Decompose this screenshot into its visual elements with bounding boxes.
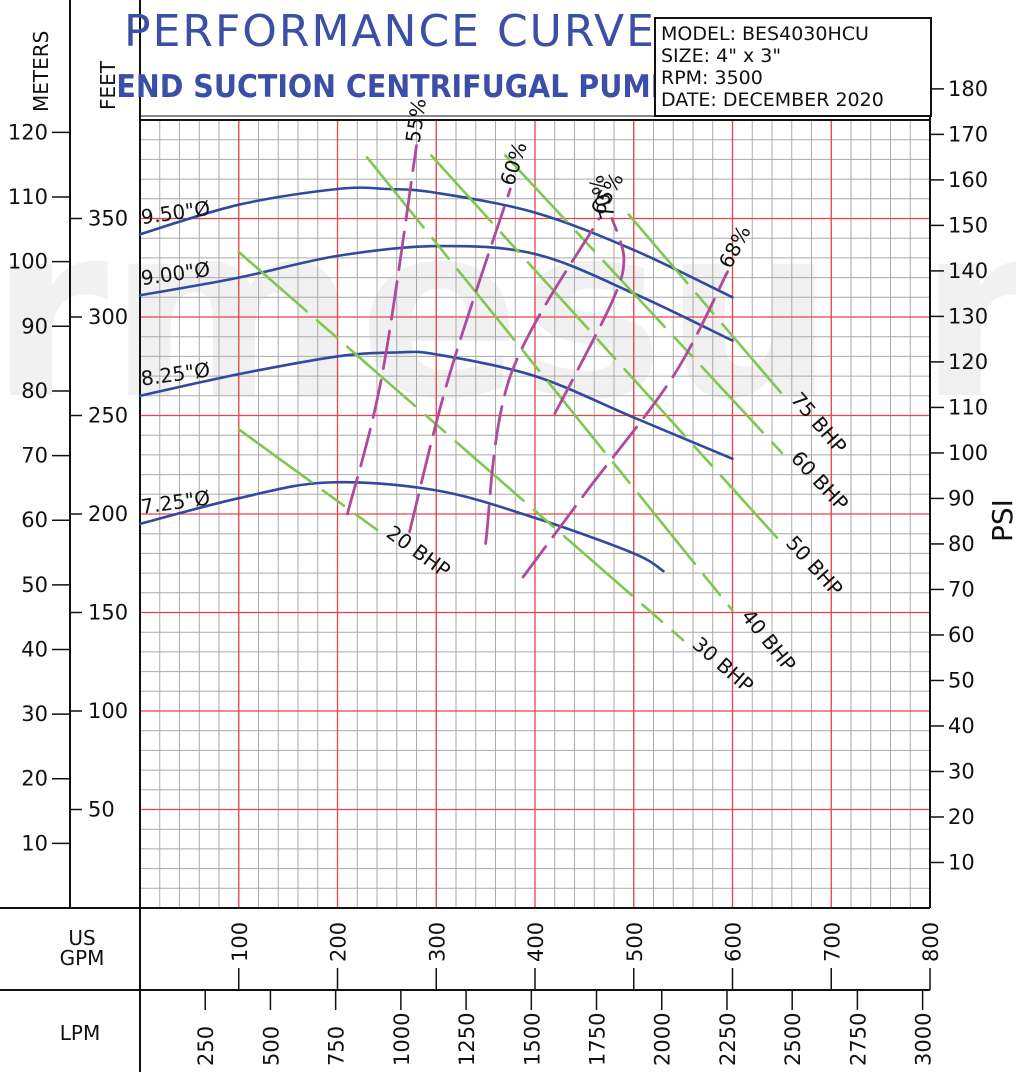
- lpm-axis-label: LPM: [60, 1021, 100, 1045]
- info-model: MODEL: BES4030HCU: [661, 23, 869, 45]
- psi-tick-label: 90: [948, 486, 975, 510]
- info-date: DATE: DECEMBER 2020: [661, 89, 884, 111]
- meters-tick-label: 90: [21, 314, 48, 338]
- gpm-tick-label: 800: [919, 922, 943, 962]
- lpm-tick-label: 250: [194, 1026, 218, 1066]
- psi-tick-label: 70: [948, 577, 975, 601]
- efficiency-curve-70: [553, 217, 626, 415]
- psi-tick-label: 80: [948, 532, 975, 556]
- bhp-curve-30-bhp: [237, 250, 685, 642]
- lpm-tick-label: 2000: [651, 1013, 675, 1066]
- feet-tick-label: 100: [88, 699, 128, 723]
- impeller-curve-9-50: [138, 186, 734, 299]
- meters-tick-label: 20: [21, 767, 48, 791]
- meters-tick-label: 60: [21, 508, 48, 532]
- psi-tick-label: 10: [948, 850, 975, 874]
- meters-tick-label: 50: [21, 573, 48, 597]
- psi-tick-label: 120: [948, 350, 988, 374]
- psi-tick-label: 100: [948, 441, 988, 465]
- lpm-tick-label: 3000: [912, 1013, 936, 1066]
- psi-tick-label: 150: [948, 213, 988, 237]
- efficiency-curve-60: [408, 187, 512, 534]
- meters-tick-label: 30: [21, 702, 48, 726]
- chart-series: [138, 144, 784, 642]
- feet-tick-label: 250: [88, 404, 128, 428]
- gpm-tick-label: 700: [820, 922, 844, 962]
- bhp-curve-75-bhp: [627, 213, 784, 396]
- gpm-tick-label: 300: [425, 922, 449, 962]
- efficiency-curve-65: [484, 217, 601, 545]
- lpm-tick-label: 2250: [716, 1013, 740, 1066]
- psi-tick-label: 140: [948, 259, 988, 283]
- psi-tick-label: 170: [948, 122, 988, 146]
- gpm-axis-label-gpm: GPM: [60, 946, 105, 970]
- psi-tick-label: 180: [948, 77, 988, 101]
- psi-tick-label: 60: [948, 623, 975, 647]
- lpm-tick-label: 1750: [586, 1013, 610, 1066]
- gpm-tick-label: 200: [327, 922, 351, 962]
- meters-tick-label: 80: [21, 379, 48, 403]
- lpm-tick-label: 500: [259, 1026, 283, 1066]
- gpm-tick-label: 600: [722, 922, 746, 962]
- gpm-tick-label: 100: [228, 922, 252, 962]
- lpm-tick-label: 1250: [455, 1013, 479, 1066]
- impeller-curve-8-25: [138, 350, 734, 461]
- feet-tick-label: 200: [88, 502, 128, 526]
- lpm-tick-label: 2500: [781, 1013, 805, 1066]
- psi-tick-label: 50: [948, 668, 975, 692]
- psi-tick-label: 30: [948, 759, 975, 783]
- meters-tick-label: 10: [21, 831, 48, 855]
- feet-tick-label: 350: [88, 207, 128, 231]
- feet-tick-label: 300: [88, 305, 128, 329]
- chart-title: PERFORMANCE CURVE: [124, 6, 656, 57]
- efficiency-curve-68: [521, 270, 729, 579]
- lpm-tick-label: 1000: [390, 1013, 414, 1066]
- meters-tick-label: 100: [8, 250, 48, 274]
- info-box: [654, 17, 932, 117]
- meters-axis-label: METERS: [29, 31, 53, 112]
- meters-tick-label: 110: [8, 185, 48, 209]
- psi-tick-label: 40: [948, 714, 975, 738]
- info-size: SIZE: 4" x 3": [661, 45, 781, 67]
- feet-axis-label: FEET: [96, 60, 120, 110]
- meters-tick-label: 70: [21, 444, 48, 468]
- meters-tick-label: 120: [8, 120, 48, 144]
- major-gridlines: [140, 120, 930, 908]
- lpm-tick-label: 2750: [846, 1013, 870, 1066]
- bhp-curve-60-bhp: [504, 154, 784, 455]
- efficiency-label-55: 55%: [401, 97, 431, 145]
- gpm-axis-label-us: US: [68, 926, 95, 950]
- info-rpm: RPM: 3500: [661, 67, 763, 89]
- efficiency-curve-55: [346, 144, 418, 516]
- gpm-tick-label: 400: [524, 922, 548, 962]
- meters-tick-label: 40: [21, 637, 48, 661]
- lpm-tick-label: 1500: [520, 1013, 544, 1066]
- impeller-curve-7-25: [138, 480, 665, 573]
- axis-ticks: 10 20 30 40 50 60 70 80 90 100 110 120 50 100 150 200 25…: [8, 77, 988, 1066]
- psi-tick-label: 20: [948, 805, 975, 829]
- psi-tick-label: 160: [948, 168, 988, 192]
- psi-tick-label: 130: [948, 304, 988, 328]
- bhp-curve-40-bhp: [365, 156, 734, 612]
- bhp-label-30-bhp: 30 BHP: [688, 632, 759, 698]
- bhp-curve-50-bhp: [430, 154, 779, 539]
- chart-frame: [0, 0, 931, 1072]
- feet-tick-label: 50: [88, 798, 115, 822]
- bhp-label-60-bhp: 60 BHP: [786, 446, 853, 516]
- bhp-curve-20-bhp: [237, 428, 379, 532]
- feet-tick-label: 150: [88, 601, 128, 625]
- psi-axis-label: PSI: [986, 499, 1016, 542]
- chart-subtitle: END SUCTION CENTRIFUGAL PUMP: [116, 69, 671, 105]
- psi-tick-label: 110: [948, 395, 988, 419]
- gpm-tick-label: 500: [623, 922, 647, 962]
- bhp-label-50-bhp: 50 BHP: [781, 531, 848, 601]
- lpm-tick-label: 750: [325, 1026, 349, 1066]
